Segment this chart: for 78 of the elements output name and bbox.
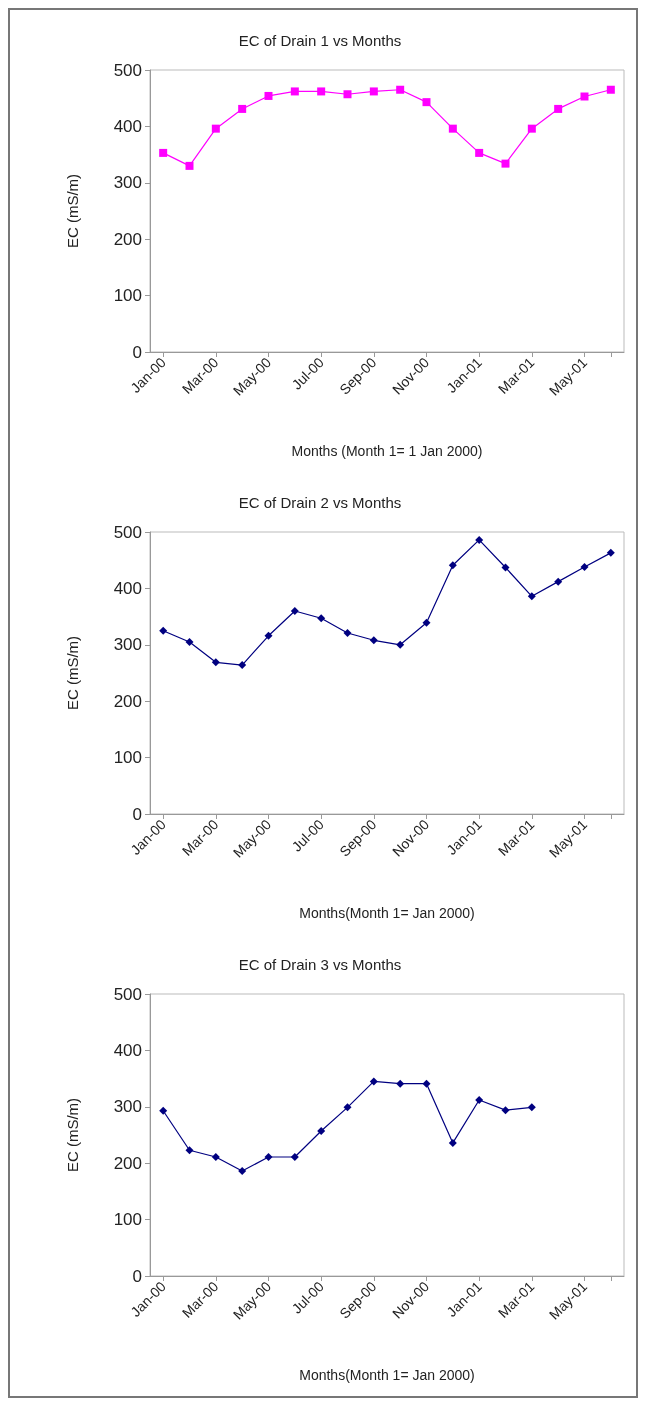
y-tick-label: 500 <box>113 60 142 80</box>
point <box>580 92 589 101</box>
y-tick-label: 500 <box>113 522 142 542</box>
point <box>422 98 431 107</box>
point <box>159 148 168 157</box>
point <box>448 124 457 133</box>
point <box>527 592 536 601</box>
chart-title: EC of Drain 2 vs Months <box>238 494 402 511</box>
y-axis-title: EC (mS/m) <box>64 173 81 249</box>
point <box>290 606 299 615</box>
y-tick-label: 100 <box>113 286 142 306</box>
y-axis-title: EC (mS/m) <box>64 635 81 711</box>
point <box>238 661 247 670</box>
point <box>369 1077 378 1086</box>
point <box>580 562 589 571</box>
point <box>369 636 378 645</box>
point <box>159 1106 168 1115</box>
y-tick-label: 300 <box>113 173 142 193</box>
point <box>211 658 220 667</box>
point <box>290 87 299 96</box>
point <box>290 1153 299 1161</box>
y-axis-title: EC (mS/m) <box>64 1097 81 1173</box>
y-tick-label: 0 <box>132 342 142 362</box>
point <box>343 628 352 637</box>
y-tick-label: 400 <box>113 578 142 598</box>
point <box>501 1106 510 1115</box>
point <box>264 1153 273 1161</box>
point <box>554 104 563 113</box>
y-tick-label: 100 <box>113 1210 142 1230</box>
y-tick-label: 100 <box>113 748 142 768</box>
point <box>475 535 484 544</box>
y-tick-label: 400 <box>113 1040 142 1060</box>
point <box>448 561 457 570</box>
point <box>317 1127 326 1136</box>
point <box>527 1103 536 1112</box>
y-tick-label: 300 <box>113 635 142 655</box>
y-tick-label: 400 <box>113 116 142 136</box>
point <box>422 1079 431 1088</box>
y-tick-label: 200 <box>113 229 142 249</box>
point <box>264 631 273 640</box>
point <box>317 87 326 96</box>
x-axis-title: Months(Month 1= Jan 2000) <box>299 1367 475 1383</box>
point <box>159 626 168 635</box>
point <box>606 85 615 94</box>
point <box>501 159 510 168</box>
point <box>264 91 273 100</box>
point <box>238 104 247 113</box>
point <box>211 1153 220 1161</box>
y-tick-label: 0 <box>132 1266 142 1286</box>
point <box>501 563 510 572</box>
y-tick-label: 200 <box>113 1153 142 1173</box>
y-tick-label: 0 <box>132 804 142 824</box>
chart-title: EC of Drain 3 vs Months <box>238 956 402 973</box>
point <box>606 548 615 557</box>
y-tick-label: 300 <box>113 1097 142 1117</box>
point <box>554 577 563 586</box>
point <box>448 1138 457 1147</box>
point <box>343 1103 352 1112</box>
point <box>475 1096 484 1105</box>
point <box>317 614 326 623</box>
point <box>238 1167 247 1176</box>
point <box>185 637 194 646</box>
point <box>475 148 484 157</box>
point <box>343 90 352 99</box>
point <box>185 1146 194 1155</box>
point <box>422 618 431 627</box>
x-axis-title: Months (Month 1= 1 Jan 2000) <box>291 443 483 459</box>
x-axis-title: Months(Month 1= Jan 2000) <box>299 905 475 921</box>
point <box>527 124 536 133</box>
y-tick-label: 500 <box>113 984 142 1004</box>
point <box>396 640 405 649</box>
point <box>185 161 194 170</box>
chart-title: EC of Drain 1 vs Months <box>238 32 402 49</box>
point <box>369 87 378 96</box>
point <box>211 124 220 133</box>
y-tick-label: 200 <box>113 691 142 711</box>
point <box>396 1079 405 1088</box>
point <box>396 85 405 94</box>
